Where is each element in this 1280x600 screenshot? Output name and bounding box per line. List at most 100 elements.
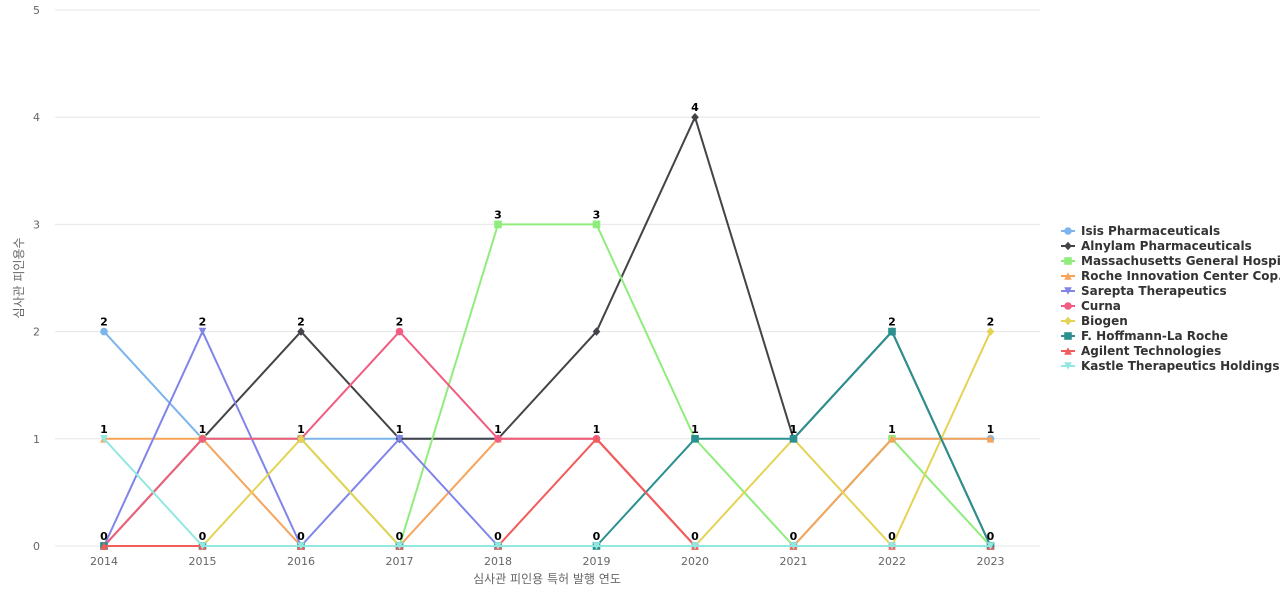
y-tick-label: 4: [33, 111, 40, 124]
legend-label: Isis Pharmaceuticals: [1081, 224, 1220, 238]
legend-item[interactable]: Sarepta Therapeutics: [1061, 284, 1227, 298]
data-label-peak: 3: [494, 208, 502, 221]
data-label-bottom: 0: [297, 530, 305, 543]
legend-item[interactable]: F. Hoffmann-La Roche: [1061, 329, 1228, 343]
legend-marker: [1064, 227, 1072, 235]
series-9: [100, 435, 995, 550]
legend-item[interactable]: Biogen: [1061, 314, 1128, 328]
data-point: [986, 542, 995, 550]
y-tick-label: 2: [33, 326, 40, 339]
data-point: [789, 542, 798, 550]
data-point: [494, 220, 502, 229]
data-point: [691, 435, 699, 443]
y-tick-label: 3: [33, 218, 40, 231]
series-10: [100, 435, 995, 550]
legend-item[interactable]: Massachusetts General Hospi...: [1061, 254, 1280, 268]
legend-item[interactable]: Kastle Therapeutics Holdings: [1061, 359, 1280, 373]
data-label-mid: 1: [593, 423, 601, 436]
legend-item[interactable]: Agilent Technologies: [1061, 344, 1221, 358]
data-point: [198, 327, 207, 336]
data-point: [100, 327, 108, 336]
legend-marker: [1064, 287, 1072, 295]
data-point: [395, 435, 404, 443]
data-point: [198, 435, 207, 443]
data-label-peak: 2: [297, 316, 305, 329]
x-axis-title: 심사관 피인용 특허 발행 연도: [473, 571, 621, 586]
data-point: [691, 542, 699, 550]
legend-label: Biogen: [1081, 314, 1128, 328]
legend-label: Curna: [1081, 299, 1121, 313]
legend-item[interactable]: Curna: [1061, 299, 1121, 313]
data-point: [100, 542, 108, 550]
data-label-mid: 1: [888, 423, 896, 436]
data-point: [888, 327, 896, 336]
data-label-mid: 1: [396, 423, 404, 436]
legend-marker: [1064, 241, 1072, 251]
x-tick-label: 2021: [780, 555, 808, 568]
data-point: [986, 435, 995, 443]
x-tick-label: 2015: [189, 555, 217, 568]
data-label-peak: 2: [199, 316, 207, 329]
legend-label: Kastle Therapeutics Holdings: [1081, 359, 1280, 373]
data-point: [592, 542, 601, 550]
data-label-peak: 2: [888, 316, 896, 329]
data-label-mid: 1: [790, 423, 798, 436]
x-tick-label: 2018: [484, 555, 512, 568]
legend-marker: [1064, 316, 1072, 326]
data-point: [395, 327, 404, 336]
legend-marker: [1064, 347, 1072, 355]
y-tick-label: 5: [33, 4, 40, 17]
legend-label: Sarepta Therapeutics: [1081, 284, 1227, 298]
data-label-bottom: 0: [691, 530, 699, 543]
x-tick-label: 2022: [878, 555, 906, 568]
data-point: [494, 435, 502, 443]
y-tick-label: 1: [33, 433, 40, 446]
y-tick-label: 0: [33, 540, 40, 553]
series-line: [104, 437, 991, 547]
series-group: [100, 112, 995, 551]
grid: [55, 9, 1040, 547]
x-tick-label: 2017: [386, 555, 414, 568]
legend-marker: [1064, 362, 1072, 370]
data-point: [691, 112, 699, 122]
legend-item[interactable]: Isis Pharmaceuticals: [1061, 224, 1220, 238]
legend-label: Massachusetts General Hospi...: [1081, 254, 1280, 268]
data-point: [986, 327, 995, 336]
data-label-mid: 1: [987, 423, 995, 436]
x-tick-label: 2023: [977, 555, 1005, 568]
data-point: [100, 435, 108, 443]
legend-marker: [1064, 302, 1072, 310]
y-axis-title: 심사관 피인용수: [12, 237, 26, 318]
legend-marker: [1064, 332, 1072, 340]
x-tick-label: 2016: [287, 555, 315, 568]
data-label-peak: 2: [987, 316, 995, 329]
data-label-bottom: 0: [100, 530, 108, 543]
data-label-bottom: 0: [888, 530, 896, 543]
data-label-peak: 2: [396, 316, 404, 329]
data-point: [297, 542, 305, 550]
y-axis: 0 1 2 3 4 5: [33, 4, 40, 553]
data-label-peak: 1: [790, 423, 798, 436]
x-tick-label: 2014: [90, 555, 118, 568]
data-point: [789, 435, 798, 443]
data-label-peak: 3: [593, 208, 601, 221]
data-label-bottom: 0: [199, 530, 207, 543]
data-label-bottom: 0: [396, 530, 404, 543]
legend-label: Alnylam Pharmaceuticals: [1081, 239, 1252, 253]
data-label-mid: 1: [199, 423, 207, 436]
legend-item[interactable]: Alnylam Pharmaceuticals: [1061, 239, 1252, 253]
data-point: [888, 435, 896, 443]
legend-label: Roche Innovation Center Cop...: [1081, 269, 1280, 283]
data-point: [395, 542, 404, 550]
x-tick-label: 2020: [681, 555, 709, 568]
data-label-mid: 1: [691, 423, 699, 436]
data-label-mid: 1: [297, 423, 305, 436]
legend-item[interactable]: Roche Innovation Center Cop...: [1061, 269, 1280, 283]
data-point: [592, 220, 601, 229]
data-point: [592, 435, 601, 443]
legend-marker: [1064, 257, 1072, 265]
